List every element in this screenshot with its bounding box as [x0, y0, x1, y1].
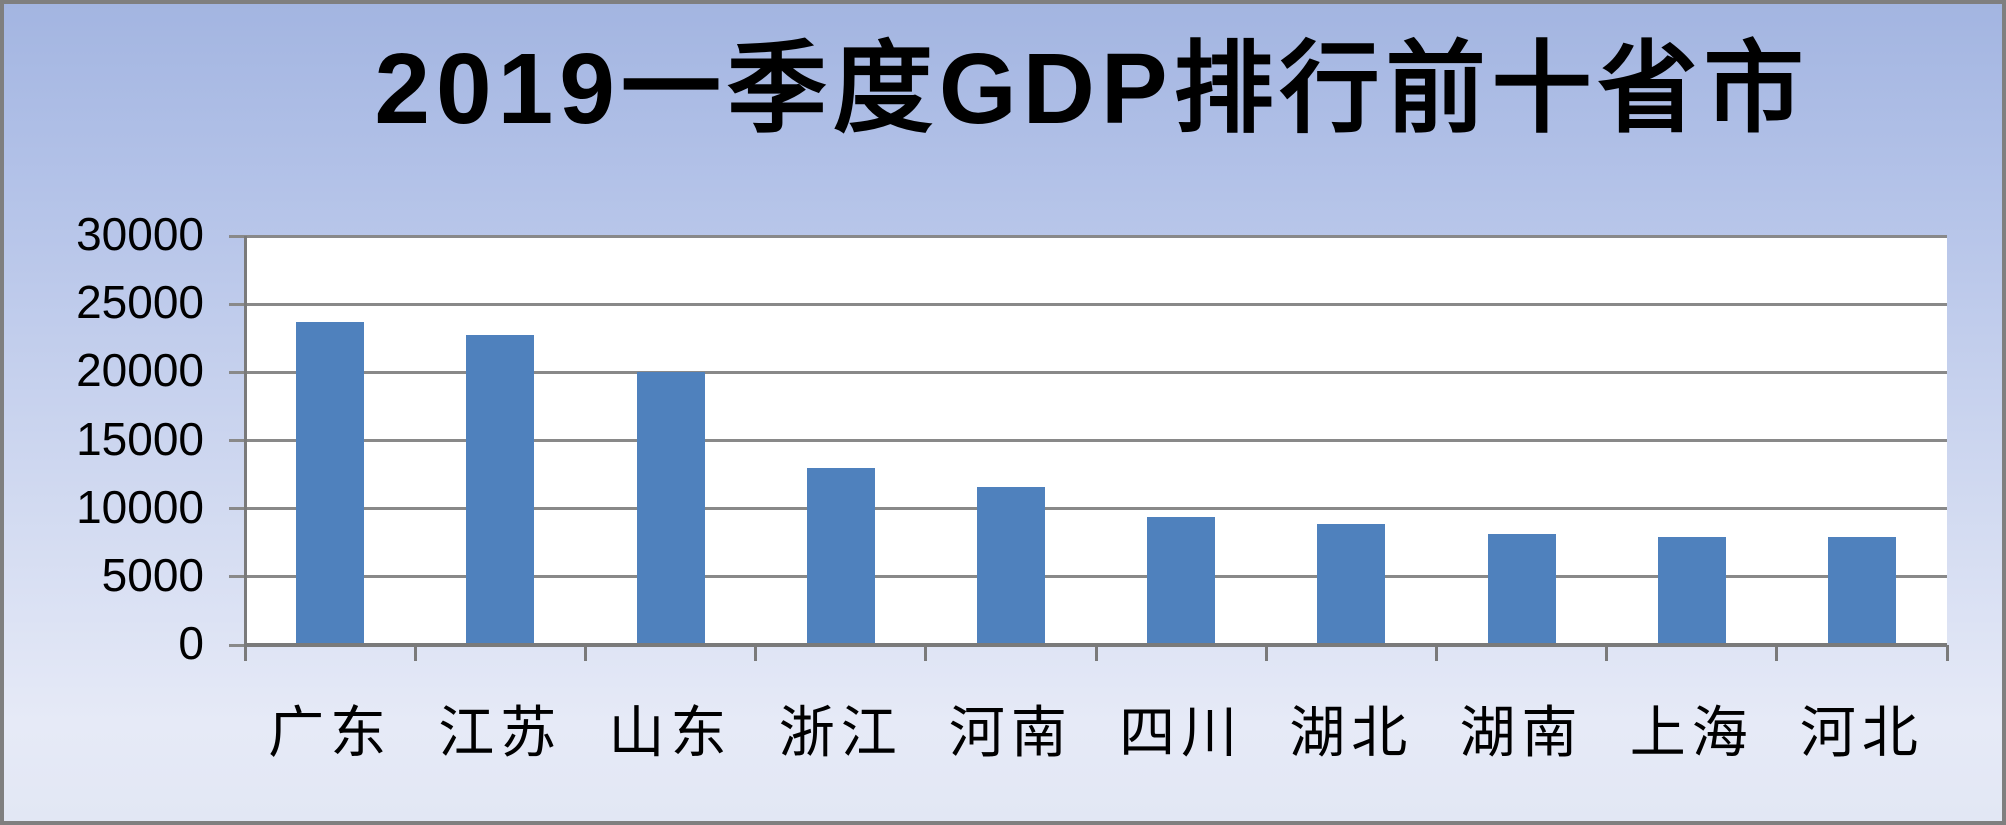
x-axis-label-湖南: 湖南 — [1459, 703, 1584, 765]
gridline-15000 — [245, 439, 1947, 442]
x-axis-line — [243, 643, 1947, 647]
bar-浙江 — [806, 467, 875, 645]
x-axis-tick-5 — [1094, 645, 1098, 661]
bar-四川 — [1147, 516, 1216, 645]
y-axis-label-15000: 15000 — [76, 412, 204, 465]
bar-河北 — [1827, 536, 1896, 645]
bar-山东 — [636, 372, 705, 645]
x-axis-label-上海: 上海 — [1629, 703, 1754, 765]
y-axis-label-25000: 25000 — [76, 276, 204, 329]
x-axis-label-山东: 山东 — [608, 703, 733, 765]
x-axis-tick-10 — [1945, 645, 1949, 661]
y-axis-label-0: 0 — [178, 617, 204, 669]
y-axis-tick-20000 — [229, 370, 245, 374]
x-axis-label-广东: 广东 — [268, 703, 393, 765]
bar-河南 — [976, 486, 1045, 645]
y-axis-tick-25000 — [229, 302, 245, 306]
x-axis-tick-2 — [583, 645, 587, 661]
x-axis-tick-7 — [1434, 645, 1438, 661]
x-axis-tick-3 — [754, 645, 758, 661]
y-axis-tick-0 — [229, 643, 245, 647]
y-axis-tick-15000 — [229, 439, 245, 442]
gridline-20000 — [245, 370, 1947, 374]
bar-湖南 — [1487, 533, 1556, 645]
chart-title: 2019一季度GDP排行前十省市 — [374, 33, 1810, 145]
gridline-25000 — [245, 302, 1947, 306]
x-axis-label-湖北: 湖北 — [1289, 703, 1414, 765]
y-axis-tick-10000 — [229, 507, 245, 511]
x-axis-label-四川: 四川 — [1119, 703, 1244, 765]
y-axis-tick-5000 — [229, 575, 245, 579]
x-axis-label-浙江: 浙江 — [778, 703, 903, 765]
y-axis-label-30000: 30000 — [76, 208, 204, 260]
x-axis-tick-8 — [1605, 645, 1609, 661]
y-axis-tick-30000 — [229, 234, 245, 238]
gridline-5000 — [245, 575, 1947, 579]
x-axis-tick-6 — [1264, 645, 1268, 661]
x-axis-tick-1 — [413, 645, 417, 661]
x-axis-label-河南: 河南 — [948, 703, 1073, 765]
x-axis-tick-9 — [1775, 645, 1779, 661]
bar-上海 — [1657, 536, 1726, 645]
x-axis-tick-4 — [924, 645, 928, 661]
bar-广东 — [296, 321, 365, 645]
y-axis-label-20000: 20000 — [76, 344, 204, 397]
bar-湖北 — [1317, 523, 1386, 645]
gridline-30000 — [245, 234, 1947, 238]
y-axis-label-10000: 10000 — [76, 480, 204, 533]
gridline-10000 — [245, 507, 1947, 511]
y-axis-label-5000: 5000 — [101, 548, 204, 601]
x-axis-label-河北: 河北 — [1799, 703, 1924, 765]
bar-江苏 — [466, 334, 535, 645]
x-axis-label-江苏: 江苏 — [438, 703, 563, 765]
y-axis-line — [243, 236, 247, 661]
